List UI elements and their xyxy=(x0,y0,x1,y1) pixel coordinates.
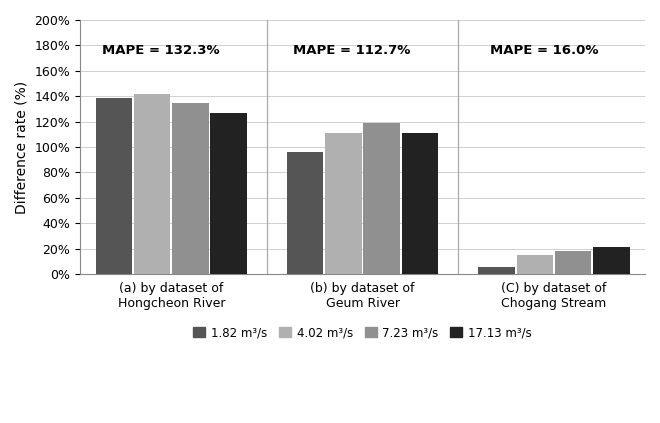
Bar xyxy=(134,94,170,274)
Bar xyxy=(478,267,515,274)
Bar xyxy=(325,132,362,274)
Text: MAPE = 112.7%: MAPE = 112.7% xyxy=(293,44,411,57)
Bar xyxy=(172,103,209,274)
Legend: 1.82 m³/s, 4.02 m³/s, 7.23 m³/s, 17.13 m³/s: 1.82 m³/s, 4.02 m³/s, 7.23 m³/s, 17.13 m… xyxy=(189,322,537,344)
Bar xyxy=(402,133,438,274)
Text: MAPE = 16.0%: MAPE = 16.0% xyxy=(490,44,599,57)
Bar xyxy=(287,151,323,274)
Bar xyxy=(517,255,553,274)
Text: MAPE = 132.3%: MAPE = 132.3% xyxy=(102,44,220,57)
Bar xyxy=(593,247,630,274)
Bar xyxy=(555,251,591,274)
Bar xyxy=(211,113,247,274)
Y-axis label: Difference rate (%): Difference rate (%) xyxy=(15,80,29,214)
Bar xyxy=(364,123,400,274)
Bar xyxy=(96,98,132,274)
